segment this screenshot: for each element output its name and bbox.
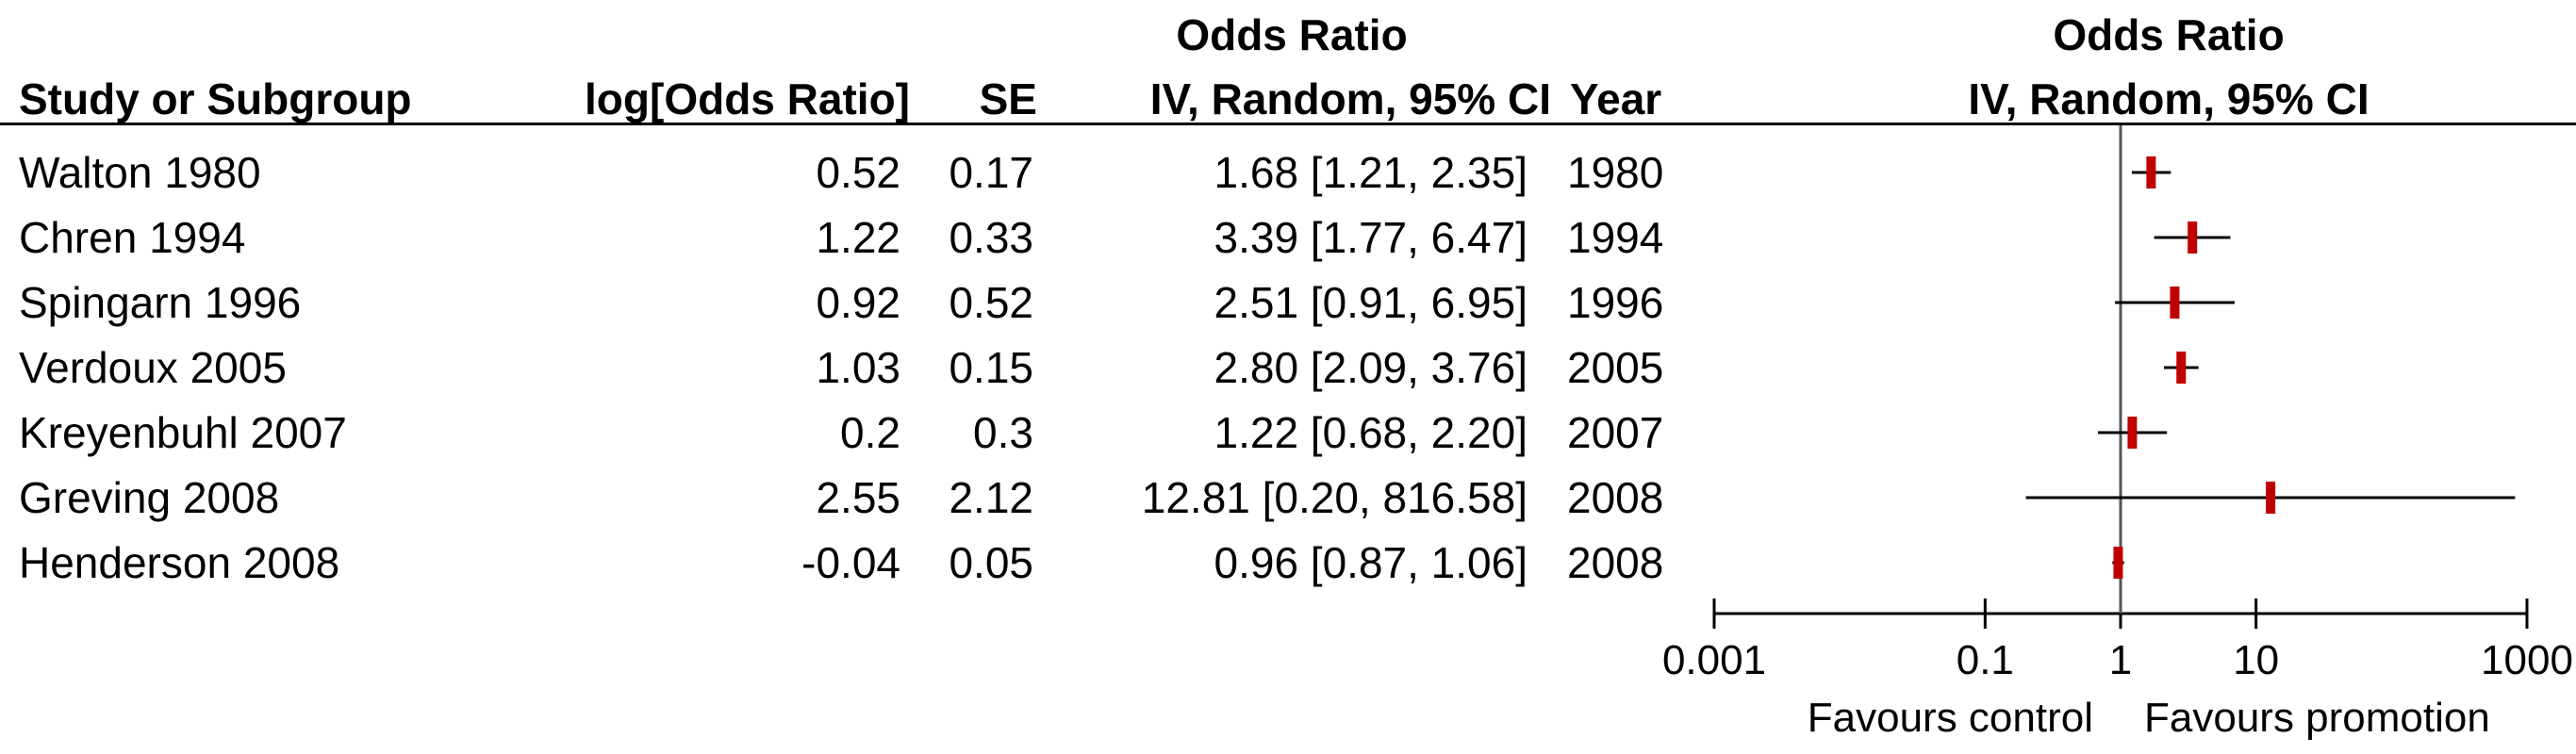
study-name: Kreyenbuhl 2007 (19, 408, 347, 457)
year-value: 2008 (1567, 473, 1664, 522)
year-value: 1996 (1567, 278, 1664, 327)
year-value: 2008 (1567, 538, 1664, 587)
log-or-value: 0.2 (840, 408, 900, 457)
se-value: 0.15 (949, 343, 1033, 392)
header-rule (0, 123, 2576, 125)
point-estimate-marker (2176, 352, 2187, 384)
year-value: 1980 (1567, 148, 1664, 197)
favours-promotion-label: Favours promotion (2144, 695, 2490, 741)
log-or-value: 1.22 (816, 213, 900, 262)
col-header-year: Year (1570, 74, 1662, 123)
year-value: 2007 (1567, 408, 1664, 457)
plot-header-line2: IV, Random, 95% CI (1968, 74, 2370, 123)
log-or-value: 2.55 (816, 473, 900, 522)
ci-value: 2.51 [0.91, 6.95] (1214, 278, 1528, 327)
ci-value: 1.68 [1.21, 2.35] (1214, 148, 1528, 197)
col-header-log-or: log[Odds Ratio] (585, 74, 910, 123)
point-estimate-marker (2266, 482, 2276, 514)
point-estimate-marker (2146, 156, 2156, 188)
favours-control-label: Favours control (1808, 695, 2093, 741)
point-estimate-marker (2188, 221, 2198, 254)
log-or-value: -0.04 (801, 538, 900, 587)
se-value: 2.12 (949, 473, 1033, 522)
study-name: Spingarn 1996 (19, 278, 302, 327)
x-tick-label: 0.1 (1957, 637, 2014, 683)
se-value: 0.05 (949, 538, 1033, 587)
log-or-value: 0.52 (816, 148, 900, 197)
ci-value: 2.80 [2.09, 3.76] (1214, 343, 1528, 392)
x-tick-label: 1 (2109, 637, 2132, 683)
log-or-value: 0.92 (816, 278, 900, 327)
x-tick-label: 10 (2233, 637, 2279, 683)
study-name: Chren 1994 (19, 213, 246, 262)
study-name: Henderson 2008 (19, 538, 340, 587)
or-group-header: Odds Ratio (1176, 10, 1408, 59)
col-header-study: Study or Subgroup (19, 74, 412, 123)
point-estimate-marker (2170, 287, 2180, 319)
study-name: Greving 2008 (19, 473, 280, 522)
ci-value: 3.39 [1.77, 6.47] (1214, 213, 1528, 262)
ci-value: 12.81 [0.20, 816.58] (1141, 473, 1527, 522)
year-value: 2005 (1567, 343, 1664, 392)
col-header-se: SE (979, 74, 1037, 123)
log-or-value: 1.03 (816, 343, 900, 392)
x-tick-label: 1000 (2481, 637, 2573, 683)
study-name: Walton 1980 (19, 148, 261, 197)
plot-header-line1: Odds Ratio (2053, 10, 2285, 59)
se-value: 0.52 (949, 278, 1033, 327)
se-value: 0.3 (973, 408, 1033, 457)
year-value: 1994 (1567, 213, 1664, 262)
point-estimate-marker (2113, 547, 2123, 579)
se-value: 0.17 (949, 148, 1033, 197)
x-tick-label: 0.001 (1662, 637, 1766, 683)
se-value: 0.33 (949, 213, 1033, 262)
point-estimate-marker (2127, 417, 2138, 449)
col-header-ci: IV, Random, 95% CI (1149, 74, 1551, 123)
ci-value: 1.22 [0.68, 2.20] (1214, 408, 1528, 457)
ci-value: 0.96 [0.87, 1.06] (1214, 538, 1528, 587)
study-name: Verdoux 2005 (19, 343, 287, 392)
